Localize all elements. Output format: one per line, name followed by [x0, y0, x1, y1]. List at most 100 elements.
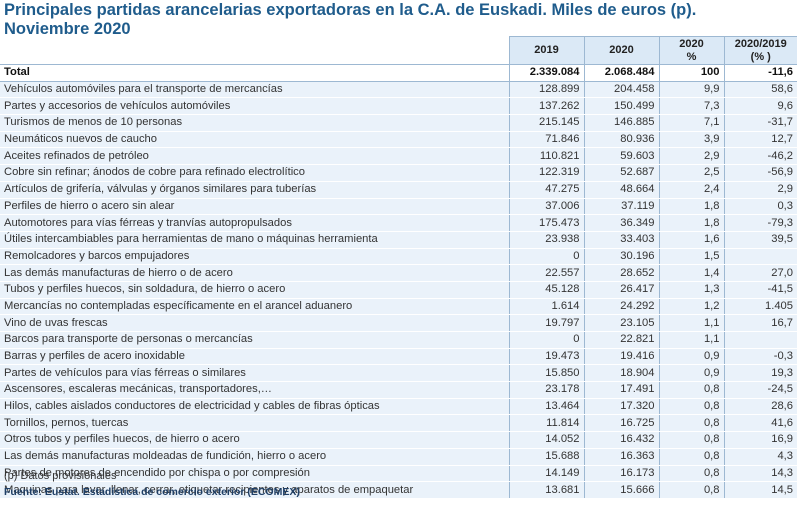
cell-variation: -24,5 [723, 381, 797, 399]
header-share: 2020% [658, 36, 724, 65]
header-variation: 2020/2019 (% ) [723, 36, 797, 65]
cell-2020: 59.603 [583, 147, 659, 166]
cell-2020: 17.320 [583, 398, 659, 416]
total-share: 100 [658, 64, 724, 82]
row-label: Las demás manufacturas de hierro o de ac… [0, 264, 509, 282]
cell-variation: 39,5 [723, 231, 797, 249]
cell-2020: 16.173 [583, 465, 659, 483]
cell-share: 9,9 [658, 81, 724, 99]
table-row: Vino de uvas frescas 19.797 23.105 1,1 16,7 [0, 314, 797, 332]
cell-share: 0,9 [658, 364, 724, 383]
row-label: Artículos de grifería, válvulas y órgano… [0, 181, 509, 199]
cell-2019: 14.052 [508, 431, 584, 449]
source-note: Fuente: Eustat. Estadística de comercio … [4, 486, 300, 498]
cell-2020: 204.458 [583, 81, 659, 99]
row-label: Automotores para vías férreas y tranvías… [0, 214, 509, 232]
cell-2019: 19.797 [508, 314, 584, 332]
cell-share: 1,4 [658, 264, 724, 282]
cell-2020: 16.432 [583, 431, 659, 449]
cell-2020: 16.725 [583, 414, 659, 433]
cell-share: 7,1 [658, 114, 724, 132]
cell-share: 1,6 [658, 231, 724, 249]
table-row: Otros tubos y perfiles huecos, de hierro… [0, 431, 797, 449]
table-row: Partes y accesorios de vehículos automóv… [0, 97, 797, 116]
row-label: Ascensores, escaleras mecánicas, transpo… [0, 381, 509, 399]
cell-variation: -79,3 [723, 214, 797, 232]
cell-2020: 146.885 [583, 114, 659, 132]
cell-2020: 19.416 [583, 348, 659, 366]
cell-variation: 4,3 [723, 448, 797, 466]
row-label: Cobre sin refinar; ánodos de cobre para … [0, 164, 509, 182]
cell-2020: 33.403 [583, 231, 659, 249]
cell-variation: -46,2 [723, 147, 797, 166]
exports-table: 2019 2020 2020% 2020/2019 (% ) Total 2.33… [0, 36, 797, 499]
total-label: Total [0, 64, 509, 82]
cell-share: 0,8 [658, 481, 724, 499]
cell-variation: 16,9 [723, 431, 797, 449]
header-2020: 2020 [583, 36, 659, 65]
cell-2019: 19.473 [508, 348, 584, 366]
table-row: Perfiles de hierro o acero sin alear 37.0… [0, 198, 797, 216]
cell-2020: 16.363 [583, 448, 659, 466]
cell-share: 2,5 [658, 164, 724, 182]
table-row: Barcos para transporte de personas o mer… [0, 331, 797, 349]
cell-variation: 14,3 [723, 465, 797, 483]
cell-share: 2,4 [658, 181, 724, 199]
table-row: Partes de vehículos para vías férreas o … [0, 364, 797, 383]
row-label: Perfiles de hierro o acero sin alear [0, 198, 509, 216]
table-row: Barras y perfiles de acero inoxidable 19.… [0, 348, 797, 366]
cell-2020: 150.499 [583, 97, 659, 116]
header-row: 2019 2020 2020% 2020/2019 (% ) [0, 36, 797, 65]
row-label: Turismos de menos de 10 personas [0, 114, 509, 132]
cell-variation: 28,6 [723, 398, 797, 416]
table-row: Turismos de menos de 10 personas 215.145 1… [0, 114, 797, 132]
title-line-2: Noviembre 2020 [4, 20, 131, 38]
total-variation: -11,6 [723, 64, 797, 82]
row-label: Partes y accesorios de vehículos automóv… [0, 97, 509, 116]
cell-variation: 9,6 [723, 97, 797, 116]
row-label: Tornillos, pernos, tuercas [0, 414, 509, 433]
header-blank [0, 36, 509, 65]
table-row: Mercancías no contempladas específicamen… [0, 298, 797, 316]
cell-share: 0,8 [658, 431, 724, 449]
row-label: Partes de vehículos para vías férreas o … [0, 364, 509, 383]
cell-2019: 23.938 [508, 231, 584, 249]
cell-variation: 14,5 [723, 481, 797, 499]
table-row: Ascensores, escaleras mecánicas, transpo… [0, 381, 797, 399]
total-row: Total 2.339.084 2.068.484 100 -11,6 [0, 64, 797, 82]
cell-2020: 30.196 [583, 248, 659, 266]
table-row: Artículos de grifería, válvulas y órgano… [0, 181, 797, 199]
row-label: Mercancías no contempladas específicamen… [0, 298, 509, 316]
cell-variation: -56,9 [723, 164, 797, 182]
cell-variation: -0,3 [723, 348, 797, 366]
table-row: Maquinas para lavar, llenar, cerrar, eti… [0, 481, 797, 499]
cell-2020: 52.687 [583, 164, 659, 182]
cell-share: 0,8 [658, 448, 724, 466]
cell-2019: 45.128 [508, 281, 584, 299]
cell-2019: 15.850 [508, 364, 584, 383]
cell-variation: 12,7 [723, 131, 797, 149]
cell-2019: 13.681 [508, 481, 584, 499]
cell-2019: 110.821 [508, 147, 584, 166]
cell-share: 1,3 [658, 281, 724, 299]
row-label: Barcos para transporte de personas o mer… [0, 331, 509, 349]
row-label: Remolcadores y barcos empujadores [0, 248, 509, 266]
cell-2019: 137.262 [508, 97, 584, 116]
cell-2019: 175.473 [508, 214, 584, 232]
row-label: Tubos y perfiles huecos, sin soldadura, … [0, 281, 509, 299]
cell-2019: 0 [508, 248, 584, 266]
cell-share: 2,9 [658, 147, 724, 166]
cell-variation: -41,5 [723, 281, 797, 299]
cell-2020: 18.904 [583, 364, 659, 383]
cell-share: 1,8 [658, 214, 724, 232]
cell-2019: 128.899 [508, 81, 584, 99]
cell-2019: 11.814 [508, 414, 584, 433]
cell-2019: 122.319 [508, 164, 584, 182]
cell-2020: 28.652 [583, 264, 659, 282]
cell-2019: 215.145 [508, 114, 584, 132]
table-row: Tornillos, pernos, tuercas 11.814 16.725 0,… [0, 414, 797, 433]
cell-variation: 19,3 [723, 364, 797, 383]
cell-variation: 16,7 [723, 314, 797, 332]
table-row: Aceites refinados de petróleo 110.821 59.6… [0, 147, 797, 166]
cell-2019: 22.557 [508, 264, 584, 282]
